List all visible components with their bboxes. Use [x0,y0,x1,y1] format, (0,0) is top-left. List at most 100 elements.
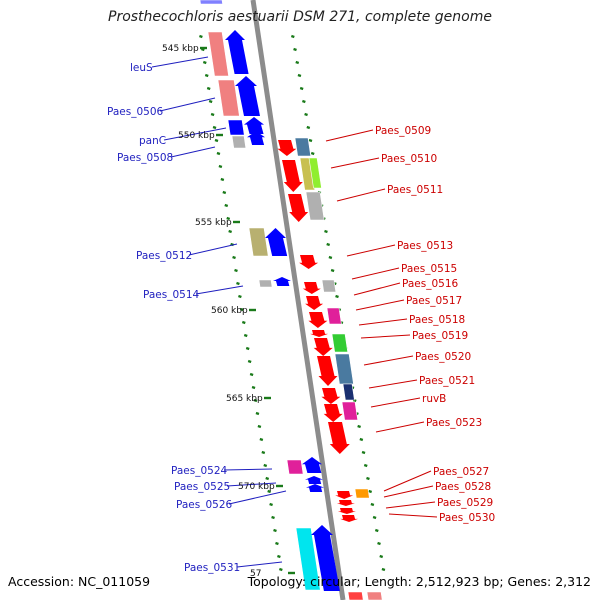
leader-line [159,97,216,112]
tick-dash [239,307,244,312]
feature-box [286,459,304,475]
tick-dash [267,489,272,494]
gene-label-reverse[interactable]: Paes_0513 [397,240,453,252]
reverse-gene-arrow [313,338,333,356]
tick-dash [247,359,252,364]
label-leaders [151,56,438,568]
feature-box [331,333,349,353]
gene-label-forward[interactable]: Paes_0508 [117,152,173,164]
reverse-gene-arrow [299,255,319,269]
accession-text: Accession: NC_011059 [8,574,151,589]
tick-dash [214,138,219,143]
leader-line [236,561,283,568]
tick-dash [226,216,231,221]
tick-label: 555 kbp [195,218,232,228]
feature-box [334,353,354,385]
leader-line [370,397,421,408]
gene-label-reverse[interactable]: Paes_0515 [401,263,457,275]
gene-label-reverse[interactable]: Paes_0523 [426,417,482,429]
gene-label-reverse[interactable]: ruvB [422,393,446,405]
leader-line [163,127,227,141]
gene-label-reverse[interactable]: Paes_0528 [435,481,491,493]
tick-dash [370,502,375,507]
reverse-gene-arrow [305,296,324,310]
gene-label-reverse[interactable]: Paes_0530 [439,512,495,524]
tick-dash [199,34,203,39]
leader-line [170,146,216,158]
tick-dash [304,112,308,117]
gene-label-reverse[interactable]: Paes_0527 [433,466,489,478]
gene-label-reverse[interactable]: Paes_0521 [419,375,475,387]
tick-dash [381,567,386,572]
pseudo-feature-box [321,279,337,293]
tick-dash [236,281,240,286]
tick-dash [301,99,306,104]
leader-line [346,244,396,257]
topology-text: Topology: circular; Length: 2,512,923 bp… [247,574,591,589]
tick-dash [310,151,315,156]
tick-label: 550 kbp [178,131,215,141]
tick-dash [228,229,233,234]
tick-dash [238,294,242,299]
forward-gene-arrow [302,457,322,473]
tick-dash [357,424,361,429]
gene-label-reverse[interactable]: Paes_0517 [406,295,462,307]
tick-dash [263,463,268,468]
gene-label-reverse[interactable]: Paes_0518 [409,314,465,326]
rna-feature-box [207,31,229,77]
tick-dash [275,541,279,546]
feature-tracks [199,0,383,600]
gene-label-reverse[interactable]: Paes_0511 [387,184,443,196]
tick-dash [359,437,364,442]
tick-dash [261,450,266,455]
leader-line [383,485,434,498]
gene-label-forward[interactable]: Paes_0506 [107,106,164,118]
gene-label-forward[interactable]: leuS [130,62,153,74]
gene-label-reverse[interactable]: Paes_0520 [415,351,471,363]
gene-label-forward[interactable]: Paes_0512 [136,250,192,262]
tick-dash [220,177,225,182]
reverse-gene-arrow [336,500,355,506]
pseudo-feature-box [231,135,247,149]
tick-dash [273,528,277,533]
tick-dash [335,294,339,299]
gene-label-forward[interactable]: Paes_0531 [184,562,240,574]
leader-line [355,299,405,311]
feature-box [342,383,355,401]
gene-label-forward[interactable]: Paes_0525 [174,481,230,493]
reverse-gene-arrow [288,194,309,222]
tick-dash [368,489,373,494]
leader-line [383,470,432,492]
tick-dash [216,151,221,156]
gene-label-forward[interactable]: Paes_0524 [171,465,228,477]
forward-gene-arrow [265,228,288,256]
leader-line [353,282,401,296]
feature-labels: 545 kbp 550 kbp 555 kbp 560 kbp 565 kbp 570 k… [107,44,495,579]
feature-box [341,401,359,421]
gene-label-reverse[interactable]: Paes_0519 [412,330,468,342]
reverse-gene-arrow [310,330,329,337]
gene-label-forward[interactable]: Paes_0514 [143,289,200,301]
tick-dash [374,528,379,533]
leader-line [358,318,408,326]
map-title: Prosthecochloris aestuarii DSM 271, comp… [108,9,492,25]
tick-label: 570 kbp [238,482,275,492]
tick-dash [277,554,281,559]
feature-box [199,0,223,5]
gene-label-reverse[interactable]: Paes_0509 [375,125,431,137]
forward-gene-arrow [306,484,324,492]
reverse-gene-arrow [321,388,341,404]
gene-label-reverse[interactable]: Paes_0516 [402,278,459,290]
gene-label-forward[interactable]: Paes_0526 [176,499,233,511]
tick-dash [243,333,248,338]
tick-dash [293,47,297,52]
tick-dash [271,515,275,520]
pseudo-feature-box [258,279,273,288]
gene-label-reverse[interactable]: Paes_0510 [381,153,437,165]
leader-line [336,188,386,202]
feature-box [347,591,364,600]
gene-label-reverse[interactable]: Paes_0529 [437,497,493,509]
reverse-gene-arrow [282,160,303,192]
tick-dash [366,476,370,481]
gene-label-forward[interactable]: panC [139,135,166,147]
